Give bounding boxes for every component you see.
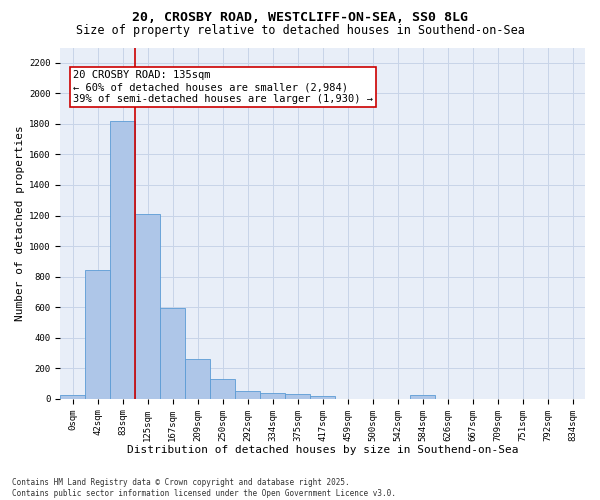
Text: 20, CROSBY ROAD, WESTCLIFF-ON-SEA, SS0 8LG: 20, CROSBY ROAD, WESTCLIFF-ON-SEA, SS0 8… <box>132 11 468 24</box>
Bar <box>260 393 285 399</box>
Text: 20 CROSBY ROAD: 135sqm
← 60% of detached houses are smaller (2,984)
39% of semi-: 20 CROSBY ROAD: 135sqm ← 60% of detached… <box>73 70 373 104</box>
Bar <box>85 270 110 399</box>
Bar <box>160 308 185 399</box>
Bar <box>110 121 136 399</box>
Bar <box>235 391 260 399</box>
Bar <box>285 394 310 399</box>
Bar <box>61 395 85 399</box>
Bar <box>210 379 235 399</box>
Bar <box>310 396 335 399</box>
Text: Size of property relative to detached houses in Southend-on-Sea: Size of property relative to detached ho… <box>76 24 524 37</box>
Bar <box>136 214 160 399</box>
Text: Contains HM Land Registry data © Crown copyright and database right 2025.
Contai: Contains HM Land Registry data © Crown c… <box>12 478 396 498</box>
X-axis label: Distribution of detached houses by size in Southend-on-Sea: Distribution of detached houses by size … <box>127 445 518 455</box>
Y-axis label: Number of detached properties: Number of detached properties <box>15 126 25 321</box>
Bar <box>410 395 435 399</box>
Bar <box>185 359 210 399</box>
